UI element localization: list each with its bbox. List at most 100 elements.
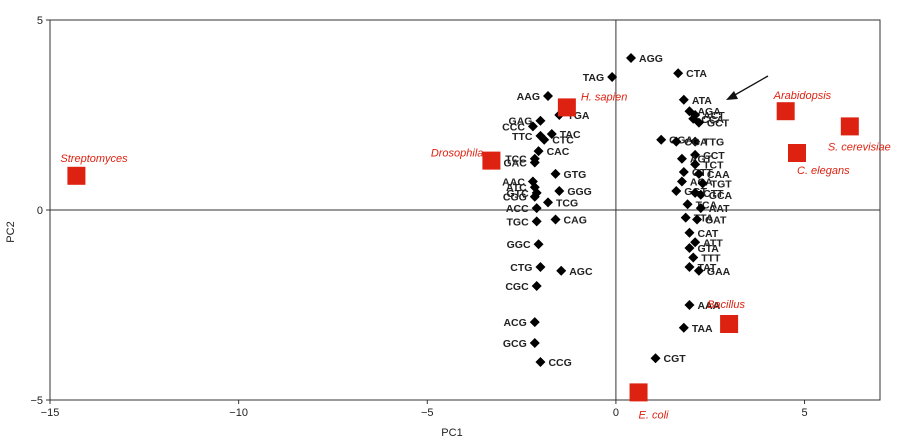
codon-label: TCT <box>703 159 724 171</box>
codon-point <box>533 239 544 250</box>
codon-label: GCT <box>707 118 730 130</box>
codon-point <box>535 115 546 126</box>
x-tick-label: −10 <box>229 407 248 419</box>
codon-point <box>684 243 695 253</box>
x-axis-title: PC1 <box>441 427 462 439</box>
y-tick-label: 0 <box>37 205 43 217</box>
x-tick-label: 5 <box>801 407 807 419</box>
codon-label: GGC <box>507 239 531 251</box>
codon-point <box>692 214 703 225</box>
codon-label: AAT <box>709 203 730 215</box>
codon-point <box>673 68 684 79</box>
codon-label: GCG <box>503 338 527 350</box>
organism-point <box>776 102 795 121</box>
codon-point <box>529 157 540 168</box>
codon-point <box>690 136 701 147</box>
codon-point <box>554 186 565 196</box>
arrow-shaft <box>732 75 769 97</box>
codon-label: TAA <box>692 323 713 335</box>
codon-point <box>693 265 704 276</box>
codon-point <box>535 262 546 272</box>
codon-label: ACC <box>506 203 529 215</box>
codon-label: CCT <box>703 150 725 162</box>
codon-point <box>671 186 682 196</box>
codon-label: GAA <box>707 266 731 278</box>
codon-points: AGGCTATAGATAAAGAGAACTCCAGCTTGAGAGCCCTACT… <box>502 53 733 369</box>
codon-label: CTC <box>552 135 574 147</box>
codon-point <box>626 53 636 63</box>
codon-point <box>695 203 706 214</box>
codon-point <box>539 134 550 145</box>
y-axis-title: PC2 <box>5 221 17 242</box>
codon-label: GTG <box>564 169 587 181</box>
codon-label: AGC <box>569 266 593 278</box>
codon-label: CAA <box>707 169 730 181</box>
organism-label: Drosophila <box>431 148 484 160</box>
codon-label: CCA <box>701 114 724 126</box>
codon-label: TGC <box>507 216 530 228</box>
codon-point <box>607 72 618 82</box>
codon-point <box>693 117 704 128</box>
codon-label: TTC <box>512 131 533 143</box>
codon-label: ATT <box>703 237 723 249</box>
codon-label: CCC <box>502 121 525 133</box>
codon-point <box>546 129 557 139</box>
codon-label: ATA <box>692 95 712 107</box>
codon-label: GAT <box>705 215 727 227</box>
codon-point <box>529 191 540 202</box>
codon-label: TTT <box>701 253 721 265</box>
x-tick-label: −15 <box>41 407 60 419</box>
codon-label: GAC <box>503 158 527 170</box>
codon-label: CGT <box>664 353 687 365</box>
organism-point <box>557 98 576 117</box>
codon-label: CTA <box>686 68 707 80</box>
codon-point <box>684 227 695 238</box>
codon-point <box>676 176 687 187</box>
codon-label: CTT <box>703 188 724 200</box>
codon-label: AAC <box>502 177 525 189</box>
codon-point <box>682 199 693 210</box>
codon-label: ATC <box>506 182 527 194</box>
codon-point <box>688 252 699 263</box>
codon-point <box>676 153 687 164</box>
codon-label: CCG <box>548 357 571 369</box>
codon-point <box>656 134 667 145</box>
codon-point <box>690 149 701 160</box>
organism-label: E. coli <box>639 409 670 421</box>
codon-label: CTG <box>510 262 532 274</box>
codon-point <box>550 214 561 225</box>
codon-label: TCC <box>505 154 527 166</box>
codon-label: CAC <box>547 146 570 158</box>
organism-point <box>840 117 859 136</box>
codon-point <box>556 265 567 276</box>
codon-label: TGT <box>711 178 733 190</box>
organism-label: Streptomyces <box>60 153 128 165</box>
codon-point <box>529 317 540 328</box>
codon-point <box>543 197 553 208</box>
codon-point <box>535 357 546 367</box>
codon-label: AGG <box>639 53 663 65</box>
codon-point <box>531 216 542 227</box>
y-tick-label: 5 <box>37 15 43 27</box>
organism-point <box>67 166 86 185</box>
x-axis-ticks: −15 −10 −5 0 5 <box>41 400 808 419</box>
x-tick-label: 0 <box>613 407 619 419</box>
codon-point <box>690 237 701 248</box>
organism-label: Arabidopsis <box>773 90 832 102</box>
codon-label: CGC <box>505 281 529 293</box>
codon-point <box>531 281 542 291</box>
codon-point <box>690 159 701 170</box>
codon-label: TAG <box>583 72 604 84</box>
codon-label: AAA <box>697 300 720 312</box>
organism-point <box>720 315 739 333</box>
codon-point <box>671 136 682 147</box>
codon-point <box>684 300 695 310</box>
codon-label: GAG <box>509 116 533 128</box>
codon-point <box>678 167 689 177</box>
codon-label: CAT <box>697 228 718 240</box>
y-tick-label: −5 <box>30 395 43 407</box>
codon-label: CAG <box>564 215 587 227</box>
codon-label: AGA <box>697 106 721 118</box>
organism-label: H. sapien <box>581 91 627 103</box>
